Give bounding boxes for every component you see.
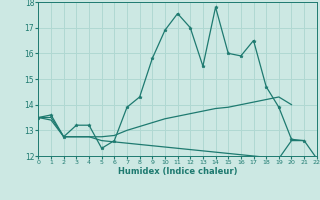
X-axis label: Humidex (Indice chaleur): Humidex (Indice chaleur) [118, 167, 237, 176]
